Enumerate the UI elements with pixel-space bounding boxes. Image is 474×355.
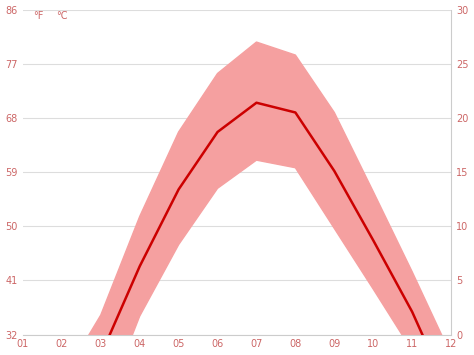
Text: °F: °F xyxy=(33,11,43,21)
Text: °C: °C xyxy=(56,11,67,21)
